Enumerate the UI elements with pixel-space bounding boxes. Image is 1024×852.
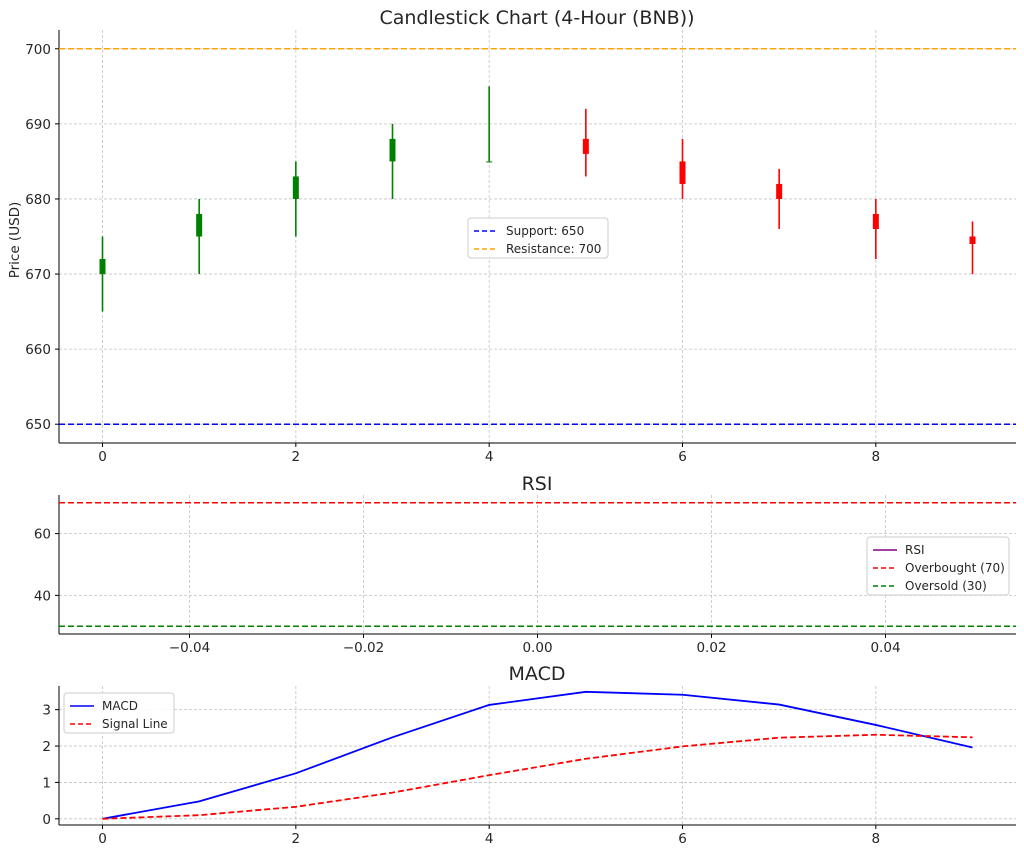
candle-body xyxy=(776,183,783,199)
x-tick-label: 0 xyxy=(98,449,107,465)
x-tick-label: 4 xyxy=(485,449,494,465)
signal-line xyxy=(102,733,973,820)
macd-chart-title: MACD xyxy=(509,663,566,685)
price-axis-label: Price (USD) xyxy=(7,202,23,279)
x-tick-label: −0.04 xyxy=(169,640,210,656)
legend-entry: Signal Line xyxy=(102,717,168,731)
rsi-chart-title: RSI xyxy=(522,473,553,495)
legend-entry: Resistance: 700 xyxy=(506,242,601,256)
y-tick-label: 670 xyxy=(25,267,51,283)
candle-body xyxy=(292,176,299,199)
y-tick-label: 650 xyxy=(25,417,51,433)
y-tick-label: 2 xyxy=(42,739,51,755)
y-tick-label: 680 xyxy=(25,192,51,208)
macd-line xyxy=(102,690,973,820)
legend-box xyxy=(467,217,609,259)
y-tick-label: 700 xyxy=(25,42,51,58)
legend-entry: MACD xyxy=(102,699,138,713)
candle-body xyxy=(872,213,879,229)
y-tick-label: 60 xyxy=(34,527,51,543)
y-tick-label: 3 xyxy=(42,703,51,719)
candle-body xyxy=(196,213,203,237)
x-tick-label: 4 xyxy=(485,831,494,847)
legend-box xyxy=(866,536,1010,596)
candlestick-panel: Candlestick Chart (4-Hour (BNB)) Price (… xyxy=(7,7,1016,465)
x-tick-label: 6 xyxy=(678,831,687,847)
candle-body xyxy=(99,259,106,275)
y-tick-label: 1 xyxy=(42,775,51,791)
legend-box xyxy=(63,692,175,734)
legend-entry: Overbought (70) xyxy=(905,561,1005,575)
y-tick-label: 660 xyxy=(25,342,51,358)
x-tick-label: 8 xyxy=(872,831,881,847)
candle-body xyxy=(389,138,396,162)
candle-body xyxy=(486,161,493,163)
x-tick-label: 0.04 xyxy=(870,640,900,656)
x-tick-label: 0.00 xyxy=(522,640,552,656)
candle-body xyxy=(969,236,976,245)
y-tick-label: 0 xyxy=(42,812,51,828)
x-tick-label: 6 xyxy=(678,449,687,465)
x-tick-label: 2 xyxy=(292,449,301,465)
y-tick-label: 40 xyxy=(34,588,51,604)
candle-body xyxy=(679,161,686,184)
x-tick-label: 0 xyxy=(98,831,107,847)
y-tick-label: 690 xyxy=(25,117,51,133)
legend-entry: Support: 650 xyxy=(506,224,584,238)
macd-panel: MACD 0 2 4 6 8 0 1 2 3 MACD Signal Line xyxy=(42,663,1016,847)
x-tick-label: −0.02 xyxy=(343,640,384,656)
candle-body xyxy=(582,138,589,154)
candlestick-chart-title: Candlestick Chart (4-Hour (BNB)) xyxy=(379,7,694,29)
x-tick-label: 2 xyxy=(292,831,301,847)
rsi-panel: RSI −0.04 −0.02 0.00 0.02 0.04 40 60 RSI Overbou… xyxy=(34,473,1016,656)
legend-entry: RSI xyxy=(905,543,925,557)
x-tick-label: 0.02 xyxy=(696,640,726,656)
x-tick-label: 8 xyxy=(872,449,881,465)
legend-entry: Oversold (30) xyxy=(905,579,987,593)
